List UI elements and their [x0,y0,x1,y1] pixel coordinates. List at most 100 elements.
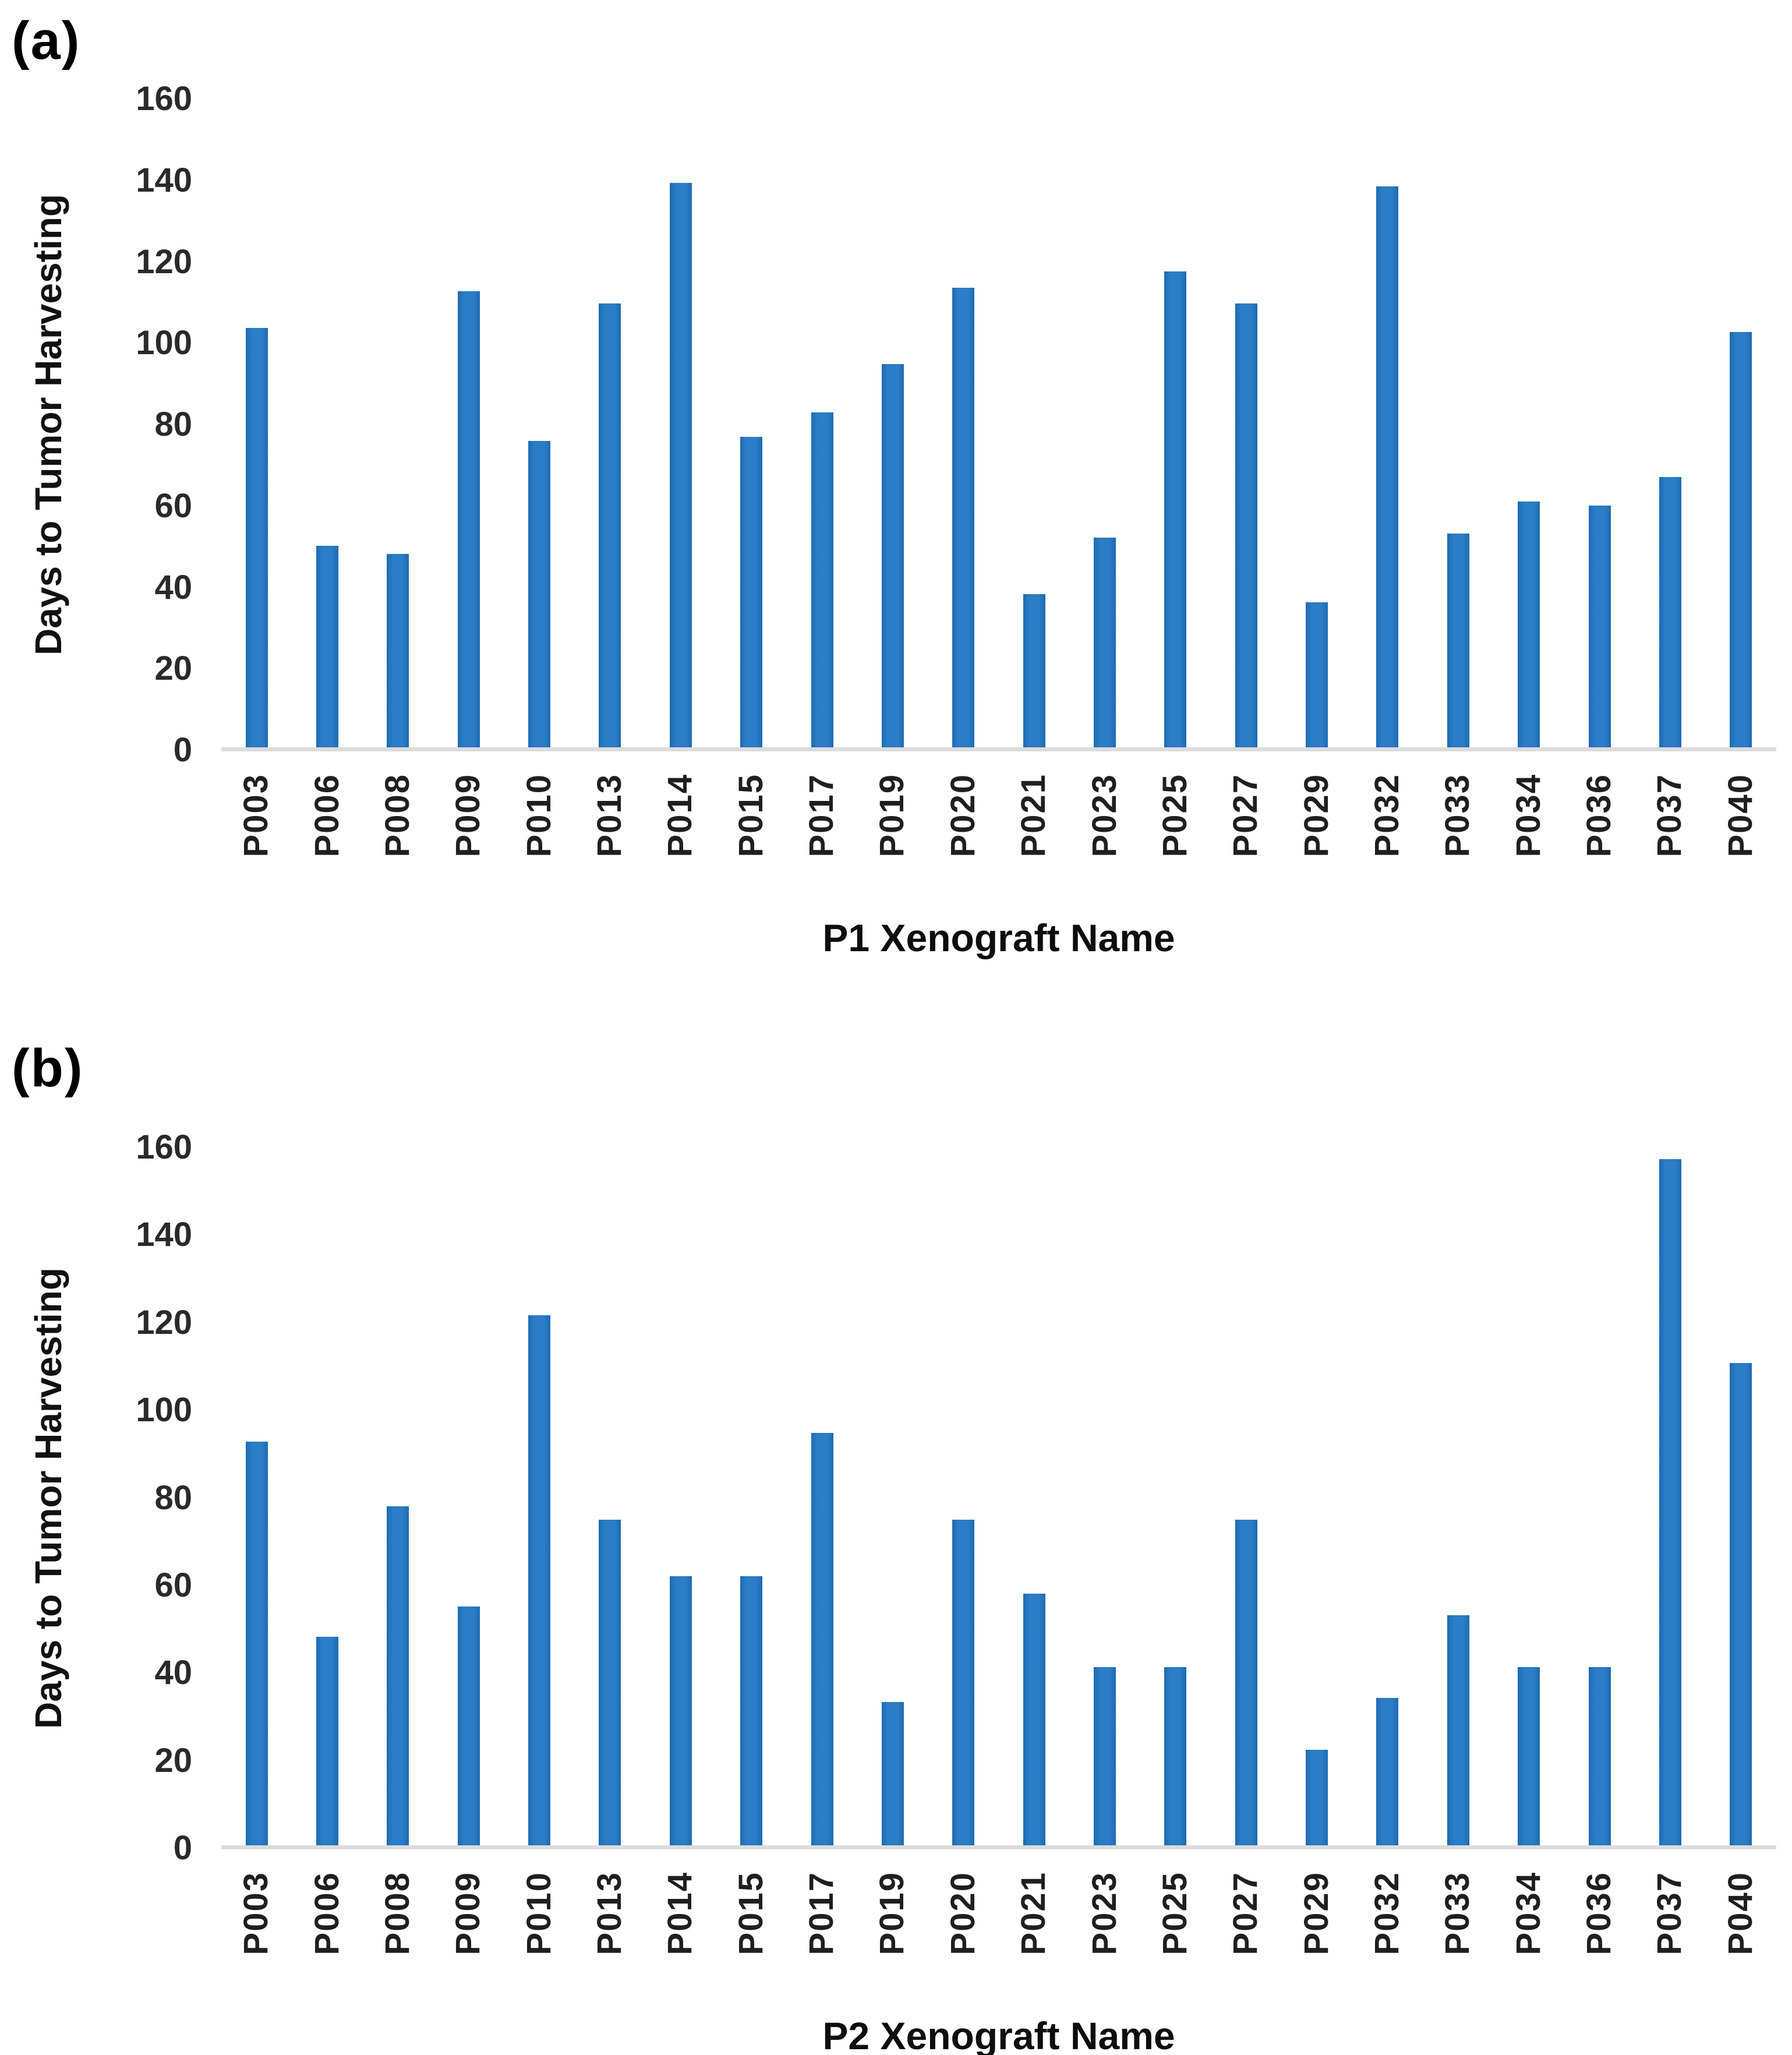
x-tick-label: P021 [1015,774,1053,857]
bar-slot [1352,1150,1423,1845]
bar-slot [433,1150,504,1845]
bar-P034 [1518,501,1540,747]
bar-slot [1564,1150,1635,1845]
x-tick-label: P008 [378,774,416,857]
x-label-slot: P033 [1423,774,1493,857]
x-tick-label: P013 [591,774,629,857]
x-label-slot: P010 [504,1872,574,1955]
y-tick-label: 60 [154,486,192,525]
bar-P023 [1093,537,1116,747]
bar-slot [928,102,999,747]
bar-P034 [1518,1667,1540,1845]
x-tick-label: P019 [873,1872,911,1955]
x-tick-label: P014 [661,774,699,857]
bar-slot [363,1150,433,1845]
x-tick-label: P019 [873,774,911,857]
bar-slot [575,102,645,747]
x-label-slot: P023 [1069,774,1140,857]
bars-container [221,1150,1776,1845]
x-tick-label: P040 [1721,774,1759,857]
bar-P003 [245,327,268,747]
bar-P025 [1164,271,1187,747]
bar-slot [504,102,574,747]
x-label-slot: P020 [928,774,999,857]
bar-P013 [599,303,621,747]
bar-P013 [599,1519,621,1845]
x-label-slot: P013 [575,774,645,857]
x-label-slot: P033 [1423,1872,1493,1955]
bar-P036 [1588,1667,1611,1845]
x-label-slot: P023 [1069,1872,1140,1955]
x-label-slot: P040 [1706,774,1776,857]
x-label-slot: P025 [1140,774,1211,857]
bar-P037 [1659,477,1681,747]
bar-slot [1493,102,1564,747]
x-label-slot: P021 [999,1872,1069,1955]
bar-slot [857,1150,928,1845]
x-label-slot: P027 [1211,774,1281,857]
bar-slot [1635,102,1705,747]
x-label-slot: P037 [1635,774,1705,857]
bar-P003 [245,1441,268,1845]
y-tick-label: 40 [154,568,192,606]
x-label-slot: P008 [363,774,433,857]
panel-b: (b) Days to Tumor Harvesting 160 140 120 10… [0,1028,1792,2055]
bar-P023 [1093,1667,1116,1845]
x-tick-label: P033 [1438,1872,1477,1955]
x-label-slot: P036 [1564,1872,1635,1955]
x-tick-label: P010 [519,1872,558,1955]
bar-P025 [1164,1667,1187,1845]
bar-slot [1069,1150,1140,1845]
bar-slot [433,102,504,747]
y-axis-title-wrap-b: Days to Tumor Harvesting [16,1150,80,1845]
x-tick-label: P015 [731,774,770,857]
bar-slot [1281,102,1352,747]
bar-slot [1706,1150,1776,1845]
bar-slot [1423,102,1493,747]
x-tick-label: P006 [307,1872,346,1955]
x-label-slot: P015 [716,1872,787,1955]
bar-slot [575,1150,645,1845]
bar-slot [1140,1150,1211,1845]
x-label-slot: P025 [1140,1872,1211,1955]
plot-area [221,1150,1776,1849]
bar-slot [928,1150,999,1845]
x-label-slot: P008 [363,1872,433,1955]
y-tick-label: 80 [154,1478,192,1517]
x-tick-label: P025 [1155,774,1194,857]
panel-a: (a) Days to Tumor Harvesting 160 140 120 10… [12,11,1776,959]
bar-P017 [811,412,833,747]
bar-P019 [881,1701,904,1845]
x-label-slot: P006 [292,774,362,857]
bar-P036 [1588,505,1611,747]
x-tick-label: P036 [1580,1872,1618,1955]
bar-P033 [1447,1615,1469,1845]
bar-P010 [528,440,551,747]
bar-slot [645,102,716,747]
bar-slot [1564,102,1635,747]
x-tick-label: P027 [1227,774,1265,857]
y-tick-label: 160 [136,1128,192,1166]
bar-P029 [1306,1749,1328,1845]
y-tick-label: 100 [136,1391,192,1429]
x-tick-label: P023 [1085,1872,1123,1955]
bar-P032 [1376,186,1399,747]
x-label-slot: P034 [1493,774,1564,857]
x-label-slot: P021 [999,774,1069,857]
x-label-slot: P019 [857,774,928,857]
x-tick-label: P003 [237,774,275,857]
bar-slot [221,102,292,747]
bar-slot [504,1150,574,1845]
x-tick-label: P029 [1297,1872,1335,1955]
bar-P029 [1306,602,1328,747]
x-tick-label: P032 [1367,774,1406,857]
y-axis-title: Days to Tumor Harvesting [27,1267,69,1729]
x-label-slot: P036 [1564,774,1635,857]
bar-slot [787,1150,857,1845]
bar-P014 [669,1576,692,1845]
y-axis-ticks: 160 140 120 100 80 60 40 20 0 [87,1131,192,1865]
bar-slot [645,1150,716,1845]
bar-slot [1281,1150,1352,1845]
x-tick-label: P008 [378,1872,416,1955]
x-tick-label: P032 [1367,1872,1406,1955]
